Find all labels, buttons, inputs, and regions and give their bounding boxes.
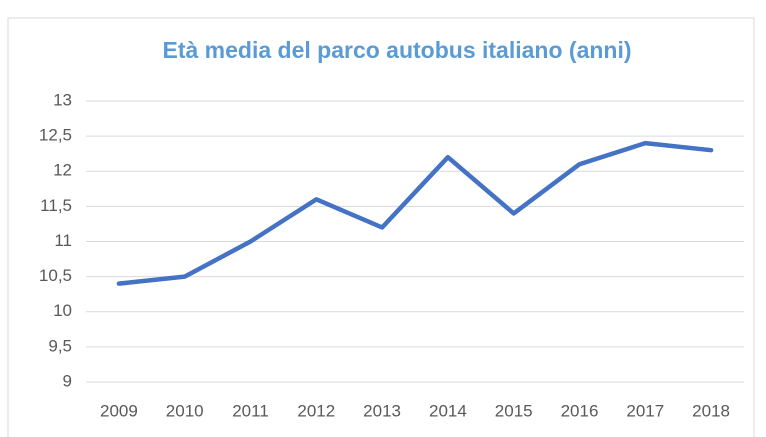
x-tick-label: 2011 — [232, 401, 269, 420]
y-tick-label: 11,5 — [40, 196, 72, 215]
y-tick-label: 11 — [54, 231, 72, 250]
chart-title: Età media del parco autobus italiano (an… — [162, 37, 631, 63]
x-tick-label: 2014 — [429, 401, 467, 420]
x-tick-label: 2017 — [626, 401, 664, 420]
y-tick-label: 10 — [53, 301, 72, 320]
x-tick-label: 2009 — [100, 401, 138, 420]
data-line — [116, 140, 714, 286]
x-tick-label: 2010 — [166, 401, 204, 420]
x-tick-label: 2015 — [495, 401, 533, 420]
y-tick-label: 12 — [53, 161, 72, 180]
y-tick-label: 10,5 — [39, 266, 72, 285]
x-tick-label: 2013 — [363, 401, 401, 420]
y-tick-label: 9,5 — [48, 336, 72, 355]
x-tick-label: 2012 — [297, 401, 335, 420]
y-tick-label: 9 — [63, 371, 72, 390]
y-tick-label: 12,5 — [39, 126, 72, 145]
x-tick-label: 2018 — [692, 401, 730, 420]
y-tick-label: 13 — [53, 90, 72, 109]
x-tick-label: 2016 — [561, 401, 599, 420]
